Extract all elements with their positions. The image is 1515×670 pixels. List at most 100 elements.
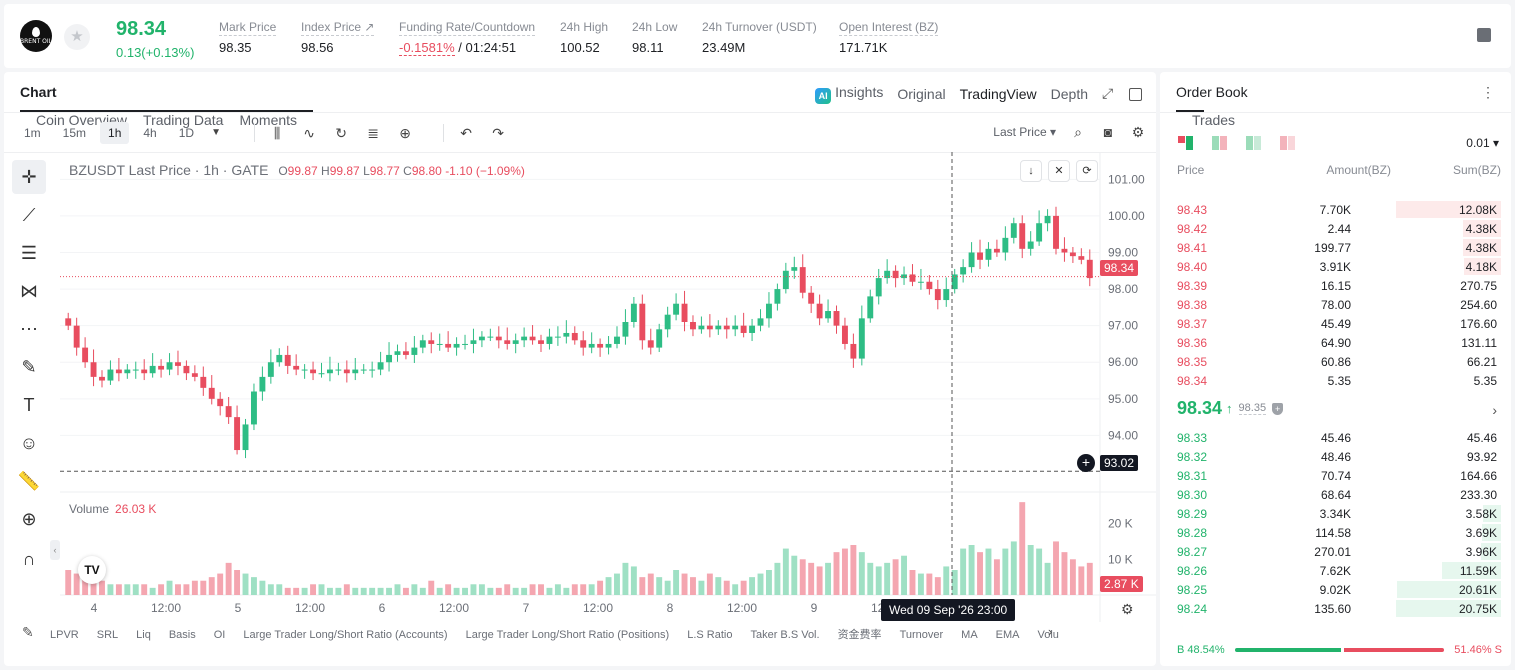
indicator-item[interactable]: Taker B.S Vol. — [750, 629, 820, 641]
stat-open-interest[interactable]: Open Interest (BZ) 171.71K — [839, 20, 939, 55]
view-depth[interactable]: Depth — [1050, 86, 1088, 102]
edit-indicators-icon[interactable]: ✎ — [22, 624, 34, 640]
bid-row[interactable]: 98.27 270.01 3.96K — [1160, 542, 1511, 561]
interval-1h[interactable]: 1h — [100, 122, 130, 144]
tab-moments[interactable]: Moments — [239, 112, 298, 128]
ask-row[interactable]: 98.40 3.91K 4.18K — [1160, 257, 1511, 276]
pattern-tool-icon[interactable]: ⋈ — [20, 281, 38, 301]
indicator-item[interactable]: Basis — [168, 629, 196, 641]
more-options-icon[interactable]: ⋮ — [1481, 84, 1495, 100]
undo-icon[interactable]: ↶ — [460, 125, 472, 141]
emoji-tool-icon[interactable]: ☺ — [19, 433, 39, 453]
ask-row[interactable]: 98.42 2.44 4.38K — [1160, 219, 1511, 238]
scroll-down-icon[interactable]: ↓ — [1020, 160, 1042, 182]
ask-row[interactable]: 98.35 60.86 66.21 — [1160, 352, 1511, 371]
book-icon[interactable] — [1477, 28, 1491, 42]
ruler-tool-icon[interactable]: 📏 — [17, 471, 41, 491]
volume-bar — [166, 580, 173, 595]
insights-button[interactable]: AI Insights — [815, 84, 883, 104]
ask-row[interactable]: 98.37 45.49 176.60 — [1160, 314, 1511, 333]
indicator-item[interactable]: Volu — [1037, 629, 1059, 641]
ask-row[interactable]: 98.41 199.77 4.38K — [1160, 238, 1511, 257]
indicator-item[interactable]: MA — [961, 629, 978, 641]
candle-type-icon[interactable]: ⫼ — [273, 125, 281, 141]
ask-row[interactable]: 98.36 64.90 131.11 — [1160, 333, 1511, 352]
interval-15m[interactable]: 15m — [62, 126, 87, 140]
bid-row[interactable]: 98.25 9.02K 20.61K — [1160, 580, 1511, 599]
tab-order-book[interactable]: Order Book — [1176, 84, 1251, 112]
bid-row[interactable]: 98.31 70.74 164.66 — [1160, 466, 1511, 485]
indicator-item[interactable]: Turnover — [899, 629, 944, 641]
chevron-right-icon[interactable]: › — [1492, 402, 1497, 418]
interval-1d[interactable]: 1D — [178, 126, 195, 140]
candlestick-chart[interactable]: 101.00 100.00 99.00 98.00 97.00 96.00 95.00 94.… — [60, 152, 1156, 622]
ask-row[interactable]: 98.38 78.00 254.60 — [1160, 295, 1511, 314]
search-icon[interactable]: ⌕ — [1074, 124, 1082, 140]
view-tradingview[interactable]: TradingView — [959, 86, 1037, 102]
bid-row[interactable]: 98.32 48.46 93.92 — [1160, 447, 1511, 466]
cell-sum: 4.38K — [1465, 241, 1497, 255]
stat-mark-price[interactable]: Mark Price 98.35 — [219, 20, 277, 55]
ask-row[interactable]: 98.39 16.15 270.75 — [1160, 276, 1511, 295]
camera-icon[interactable]: ◙ — [1103, 124, 1113, 140]
precision-select[interactable]: 0.01 ▾ — [1466, 136, 1499, 150]
zoom-tool-icon[interactable]: ⊕ — [21, 509, 37, 529]
indicator-item[interactable]: 资金费率 — [837, 629, 882, 641]
templates-icon[interactable]: ≣ — [367, 125, 379, 141]
bid-row[interactable]: 98.33 45.46 45.46 — [1160, 428, 1511, 447]
reset-icon[interactable]: ⟳ — [1076, 160, 1098, 182]
fullscreen-icon[interactable] — [1129, 87, 1142, 101]
indicator-item[interactable]: Large Trader Long/Short Ratio (Accounts) — [243, 629, 448, 641]
ask-row[interactable]: 98.43 7.70K 12.08K — [1160, 200, 1511, 219]
indicator-item[interactable]: OI — [213, 629, 226, 641]
price-type-select[interactable]: Last Price ▾ — [993, 125, 1056, 139]
projection-tool-icon[interactable]: ⋯ — [20, 319, 38, 339]
add-alert-icon[interactable]: ⊕ — [399, 125, 411, 141]
tab-chart[interactable]: Chart — [20, 84, 313, 112]
tab-trading-data[interactable]: Trading Data — [143, 112, 224, 128]
indicator-item[interactable]: LPVR — [50, 629, 79, 641]
more-indicators-icon[interactable]: › — [1048, 624, 1053, 639]
text-tool-icon[interactable]: T — [23, 395, 35, 415]
magnet-tool-icon[interactable]: ∩ — [22, 549, 36, 569]
trend-line-tool-icon[interactable]: ⟋ — [22, 205, 36, 225]
redo-icon[interactable]: ↷ — [492, 125, 504, 141]
indicator-item[interactable]: Large Trader Long/Short Ratio (Positions… — [465, 629, 670, 641]
replay-icon[interactable]: ↻ — [335, 125, 347, 141]
indicator-item[interactable]: Liq — [136, 629, 151, 641]
volume-bar — [647, 573, 654, 595]
asks-mode-icon[interactable] — [1280, 136, 1296, 150]
axis-settings-icon[interactable]: ⚙ — [1121, 601, 1134, 617]
bid-row[interactable]: 98.26 7.62K 11.59K — [1160, 561, 1511, 580]
expand-icon[interactable] — [1102, 85, 1115, 102]
add-order-plus-icon[interactable]: + — [1077, 454, 1095, 472]
interval-4h[interactable]: 4h — [143, 126, 157, 140]
gear-icon[interactable]: ⚙ — [1131, 124, 1145, 140]
tab-trades[interactable]: Trades — [1192, 112, 1236, 128]
interval-dropdown-icon[interactable]: ▼ — [211, 127, 222, 138]
crosshair-tool-icon[interactable]: ✛ — [12, 160, 46, 194]
split-mode-icon[interactable] — [1212, 136, 1228, 150]
both-sides-mode-icon[interactable] — [1178, 136, 1194, 150]
indicator-item[interactable]: EMA — [995, 629, 1020, 641]
indicators-icon[interactable]: ∿ — [303, 125, 315, 141]
indicator-item[interactable]: L.S Ratio — [687, 629, 733, 641]
indicator-item[interactable]: SRL — [96, 629, 119, 641]
interval-1m[interactable]: 1m — [24, 126, 41, 140]
bid-row[interactable]: 98.28 114.58 3.69K — [1160, 523, 1511, 542]
fib-tool-icon[interactable]: ☰ — [20, 243, 38, 263]
favorite-star-icon[interactable]: ★ — [64, 24, 90, 50]
bid-row[interactable]: 98.30 68.64 233.30 — [1160, 485, 1511, 504]
cell-amount: 7.62K — [1319, 564, 1351, 578]
bid-row[interactable]: 98.24 135.60 20.75K — [1160, 599, 1511, 618]
bid-row[interactable]: 98.29 3.34K 3.58K — [1160, 504, 1511, 523]
stat-funding-rate[interactable]: Funding Rate/Countdown -0.1581% / 01:24:… — [399, 20, 536, 56]
brush-tool-icon[interactable]: ✎ — [21, 357, 37, 377]
compare-icon[interactable]: ✕ — [1048, 160, 1070, 182]
tradingview-logo[interactable]: TV — [78, 556, 106, 584]
bids-mode-icon[interactable] — [1246, 136, 1262, 150]
view-original[interactable]: Original — [897, 86, 946, 102]
ask-row[interactable]: 98.34 5.35 5.35 — [1160, 371, 1511, 390]
stat-index-price[interactable]: Index Price ↗ 98.56 — [301, 20, 375, 55]
collapse-toolbar-icon[interactable]: ‹ — [50, 540, 60, 560]
